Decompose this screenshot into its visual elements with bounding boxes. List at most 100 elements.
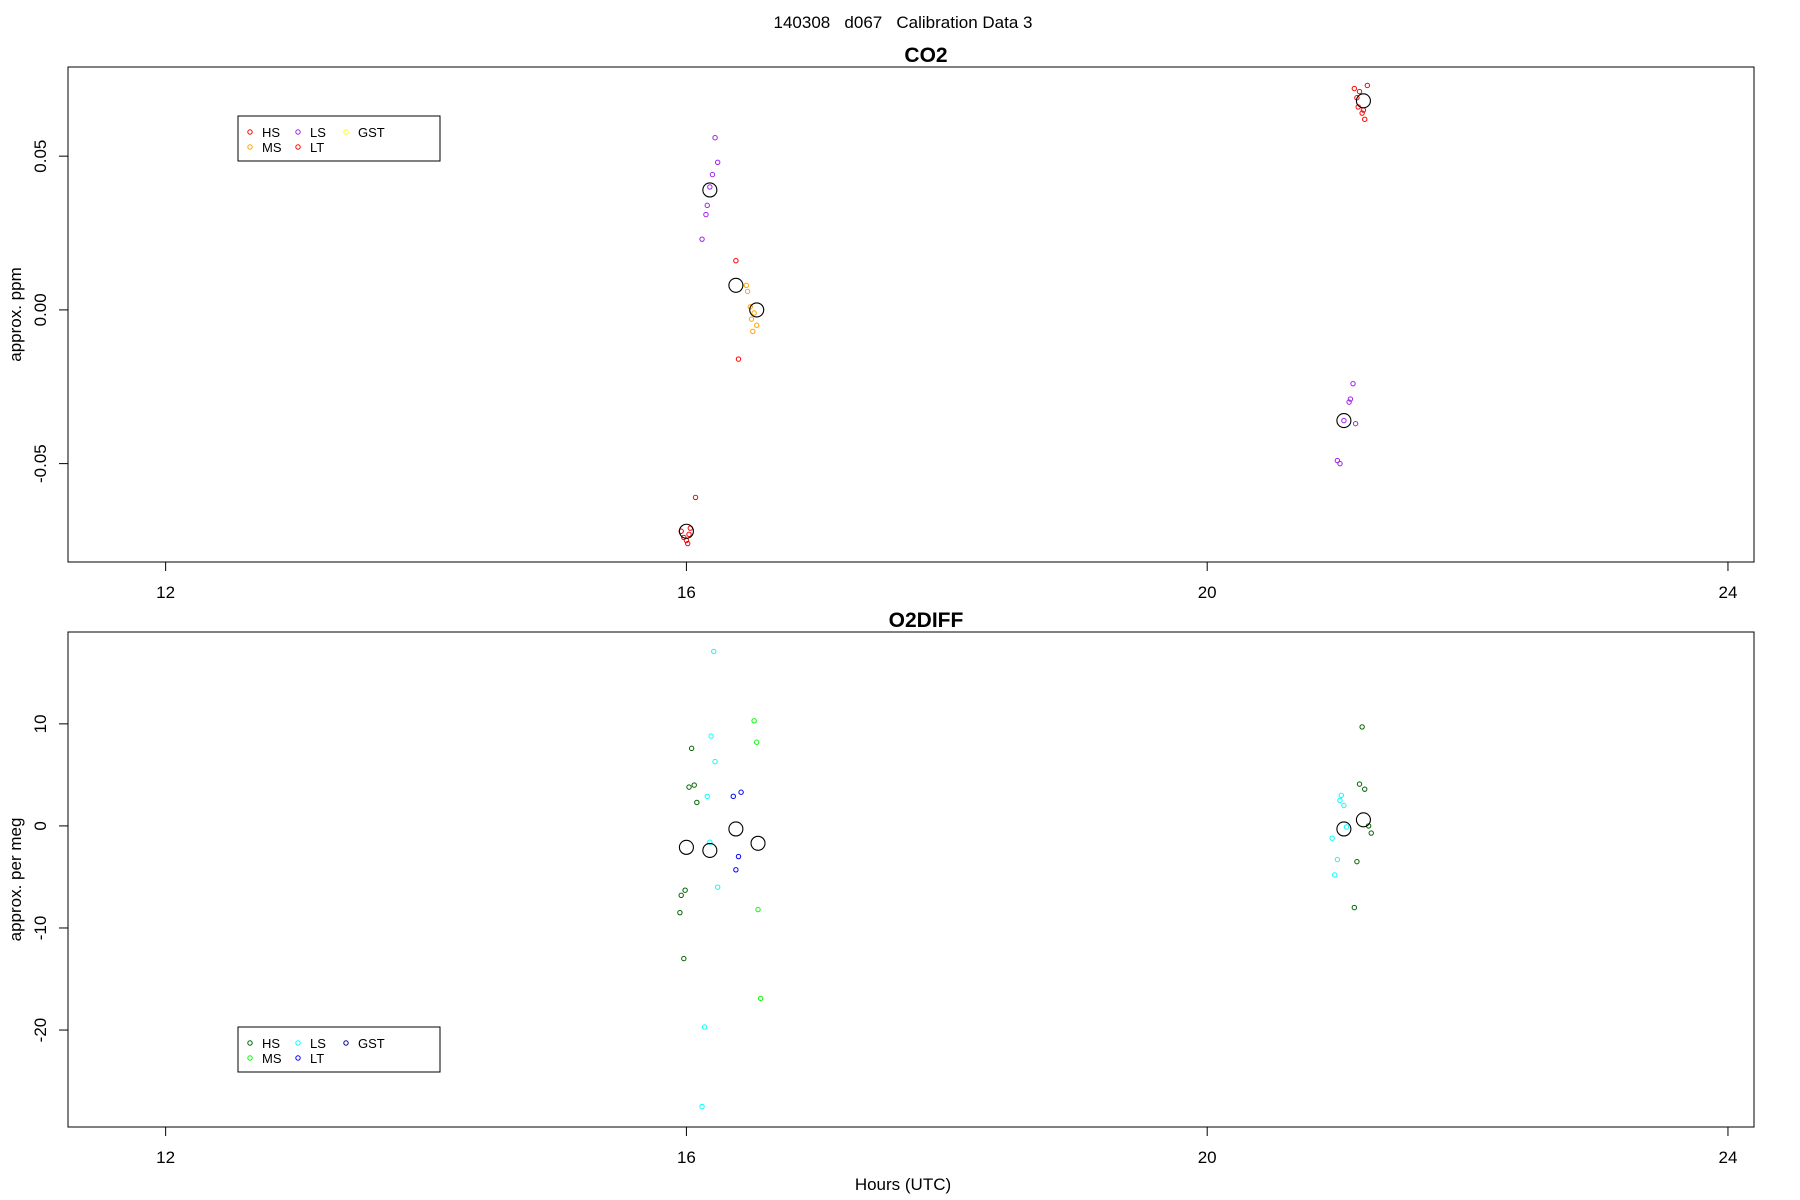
- point-hs: [1364, 82, 1371, 89]
- legend-label: GST: [358, 1036, 385, 1051]
- point-ls: [712, 135, 718, 141]
- point-hs: [692, 494, 699, 501]
- point-ls: [704, 793, 710, 800]
- point-ms: [754, 739, 760, 745]
- legend-marker: [295, 1055, 301, 1061]
- point-hs: [685, 540, 691, 547]
- point-lt: [738, 789, 744, 795]
- point-ms: [750, 328, 756, 335]
- point-ls: [704, 202, 710, 209]
- y-tick-label: 0.05: [31, 140, 50, 173]
- point-lt: [735, 356, 742, 362]
- y-tick-label: -10: [31, 916, 50, 941]
- x-tick-label: 20: [1198, 583, 1217, 602]
- mean-marker: [678, 523, 694, 539]
- point-ls: [714, 159, 721, 166]
- point-hs: [1351, 85, 1358, 92]
- legend-label: GST: [358, 125, 385, 140]
- point-ls: [703, 211, 709, 218]
- point-ls: [1341, 417, 1347, 424]
- point-ls: [1337, 797, 1343, 804]
- mean-marker: [1336, 821, 1352, 837]
- legend-box: [237, 115, 441, 162]
- point-ls: [1352, 420, 1359, 427]
- point-ms: [751, 310, 757, 316]
- point-ls: [1337, 460, 1343, 467]
- x-tick-label: 24: [1719, 1148, 1738, 1167]
- mean-marker: [702, 842, 718, 858]
- x-tick-label: 16: [677, 1148, 696, 1167]
- legend-marker: [247, 1055, 253, 1061]
- point-ls: [1338, 792, 1344, 798]
- legend-label: LT: [310, 1051, 324, 1066]
- mean-marker: [749, 302, 765, 318]
- legend-label: MS: [262, 1051, 282, 1066]
- point-ls: [709, 171, 716, 178]
- point-ls: [1334, 457, 1341, 464]
- legend-marker: [247, 1040, 253, 1046]
- point-hs: [1359, 110, 1365, 116]
- x-tick-label: 20: [1198, 1148, 1217, 1167]
- x-tick-label: 16: [677, 583, 696, 602]
- legend-label: LS: [310, 1036, 326, 1051]
- y-tick-label: 10: [31, 714, 50, 733]
- x-tick-label: 24: [1719, 583, 1738, 602]
- point-lt: [730, 793, 736, 800]
- point-hs: [682, 887, 688, 893]
- mean-marker: [750, 835, 766, 851]
- y-axis-label: approx. per meg: [6, 818, 25, 942]
- legend-label: LT: [310, 140, 324, 155]
- point-ls: [1334, 856, 1341, 863]
- point-lt: [735, 853, 742, 860]
- point-lt: [733, 257, 739, 264]
- point-ms: [743, 282, 750, 288]
- point-ms: [755, 906, 761, 913]
- o2diff-panel: O2DIFF 12 16 20 24 -20 -10 0 10 approx. per meg H…: [6, 609, 1755, 1167]
- point-hs: [681, 955, 687, 962]
- point-ms: [748, 316, 755, 322]
- point-ls: [699, 1103, 705, 1110]
- y-tick-label: 0.00: [31, 293, 50, 326]
- point-hs: [688, 745, 695, 752]
- point-ls: [1347, 396, 1354, 402]
- point-lt: [733, 867, 739, 873]
- y-tick-label: -0.05: [31, 444, 50, 483]
- point-hs: [691, 782, 697, 788]
- point-ls: [701, 1024, 708, 1030]
- x-axis-label: Hours (UTC): [855, 1175, 951, 1194]
- point-hs: [686, 784, 692, 790]
- co2-panel: CO2 12 16 20 24 -0.05 0.00 0.05 approx. ppm HSMS…: [6, 44, 1755, 602]
- point-hs: [686, 531, 692, 538]
- legend-marker: [295, 1040, 301, 1046]
- legend-label: MS: [262, 140, 282, 155]
- plot-frame: [67, 631, 1755, 1128]
- point-ms: [754, 322, 760, 328]
- point-ls: [1332, 872, 1338, 878]
- point-ls: [1346, 399, 1352, 405]
- point-hs: [1362, 116, 1368, 122]
- point-ls: [1341, 802, 1347, 809]
- legend-marker: [343, 1040, 349, 1046]
- mean-marker: [678, 839, 694, 855]
- o2diff-panel-title: O2DIFF: [889, 609, 964, 632]
- mean-marker: [728, 277, 744, 293]
- mean-marker: [1355, 93, 1371, 109]
- y-axis-label: approx. ppm: [6, 267, 25, 362]
- co2-panel-title: CO2: [904, 44, 947, 67]
- point-ls: [707, 184, 713, 190]
- point-hs: [1356, 88, 1363, 95]
- point-ls: [699, 236, 705, 242]
- mean-marker: [702, 182, 718, 198]
- point-ls: [708, 733, 714, 739]
- point-hs: [1351, 904, 1358, 911]
- point-hs: [678, 892, 684, 899]
- point-ls: [714, 884, 721, 890]
- legend-marker: [247, 129, 253, 135]
- legend-marker: [295, 129, 301, 135]
- x-tick-label: 12: [156, 583, 175, 602]
- point-hs: [694, 799, 700, 806]
- point-hs: [1368, 830, 1374, 836]
- legend-marker: [343, 129, 349, 135]
